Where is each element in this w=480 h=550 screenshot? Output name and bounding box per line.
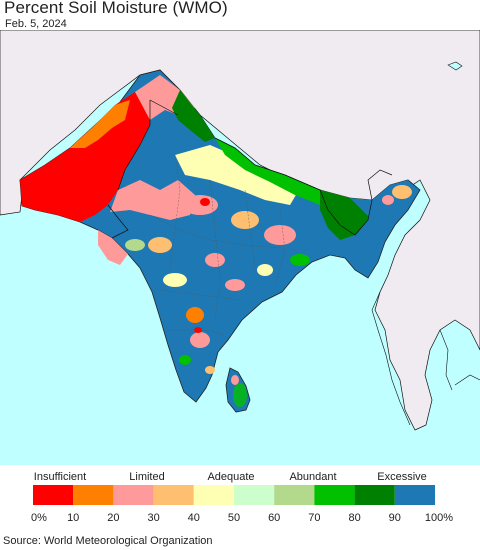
northeast-orange-patch [392,185,412,199]
dry-zone-kashmir-green [172,90,215,142]
source-credit: Source: World Meteorological Organizatio… [3,535,213,547]
legend-bin-10-20 [73,485,114,505]
legend-tick: 50 [228,512,240,524]
legend-bin-20-30 [113,485,154,505]
neighbour-land [0,30,480,431]
legend-tick: 0% [31,512,47,524]
legend-bin-70-80 [314,485,355,505]
north-plain-yellow [175,145,300,205]
legend-category-labels: Insufficient Limited Adequate Abundant Exces… [34,471,427,483]
legend-tick: 80 [348,512,360,524]
legend-tick: 100% [425,512,453,524]
legend-category-limited: Limited [129,471,164,483]
coastline-east [371,291,480,426]
legend-category-insufficient: Insufficient [34,471,86,483]
map-date: Feb. 5, 2024 [5,18,67,30]
legend-tick: 30 [147,512,159,524]
northwest-pink [110,180,195,220]
state-boundaries [149,154,286,336]
patch-east-1 [290,254,310,266]
patch-south-2 [190,332,210,348]
patch-south-4 [205,366,215,374]
patch-dry-red [200,198,210,206]
legend-tick-labels: 0% 10 20 30 40 50 60 70 80 90 100% [31,512,453,524]
legend-bin-50-60 [234,485,275,505]
patch-south-1 [186,307,204,323]
legend-tick: 10 [67,512,79,524]
legend: Insufficient Limited Adequate Abundant Exces… [31,471,453,524]
sri-lanka-green [233,383,247,407]
legend-tick: 40 [188,512,200,524]
lake-marker [447,61,463,71]
legend-bin-40-50 [193,485,234,505]
gujarat-pink [98,230,128,265]
legend-bin-0-10 [33,485,74,505]
sri-lanka-pink [231,375,239,385]
patch-central-3 [264,225,296,245]
legend-color-bins [33,485,435,505]
patch-west-green [125,239,145,251]
legend-bin-60-70 [274,485,315,505]
legend-bin-90-100 [394,485,435,505]
north-plain-green [215,138,350,210]
legend-category-abundant: Abundant [289,471,336,483]
dry-zone-orange [70,100,130,148]
patch-east-2 [257,264,273,276]
legend-tick: 70 [308,512,320,524]
internal-boundaries [107,99,393,239]
legend-tick: 20 [107,512,119,524]
legend-tick: 60 [268,512,280,524]
legend-category-adequate: Adequate [207,471,254,483]
map-title: Percent Soil Moisture (WMO) [4,0,228,17]
patch-south-3 [179,355,191,365]
northeast-pink-patch [382,195,394,205]
legend-bin-30-40 [153,485,194,505]
patch-central-6 [163,273,187,287]
patch-central-2 [231,211,259,229]
patch-central-4 [148,237,172,253]
soil-moisture-map [0,30,480,465]
legend-tick: 90 [389,512,401,524]
legend-bin-80-90 [354,485,395,505]
legend-category-excessive: Excessive [377,471,427,483]
patch-central-5 [205,253,225,267]
patch-central-7 [225,279,245,291]
